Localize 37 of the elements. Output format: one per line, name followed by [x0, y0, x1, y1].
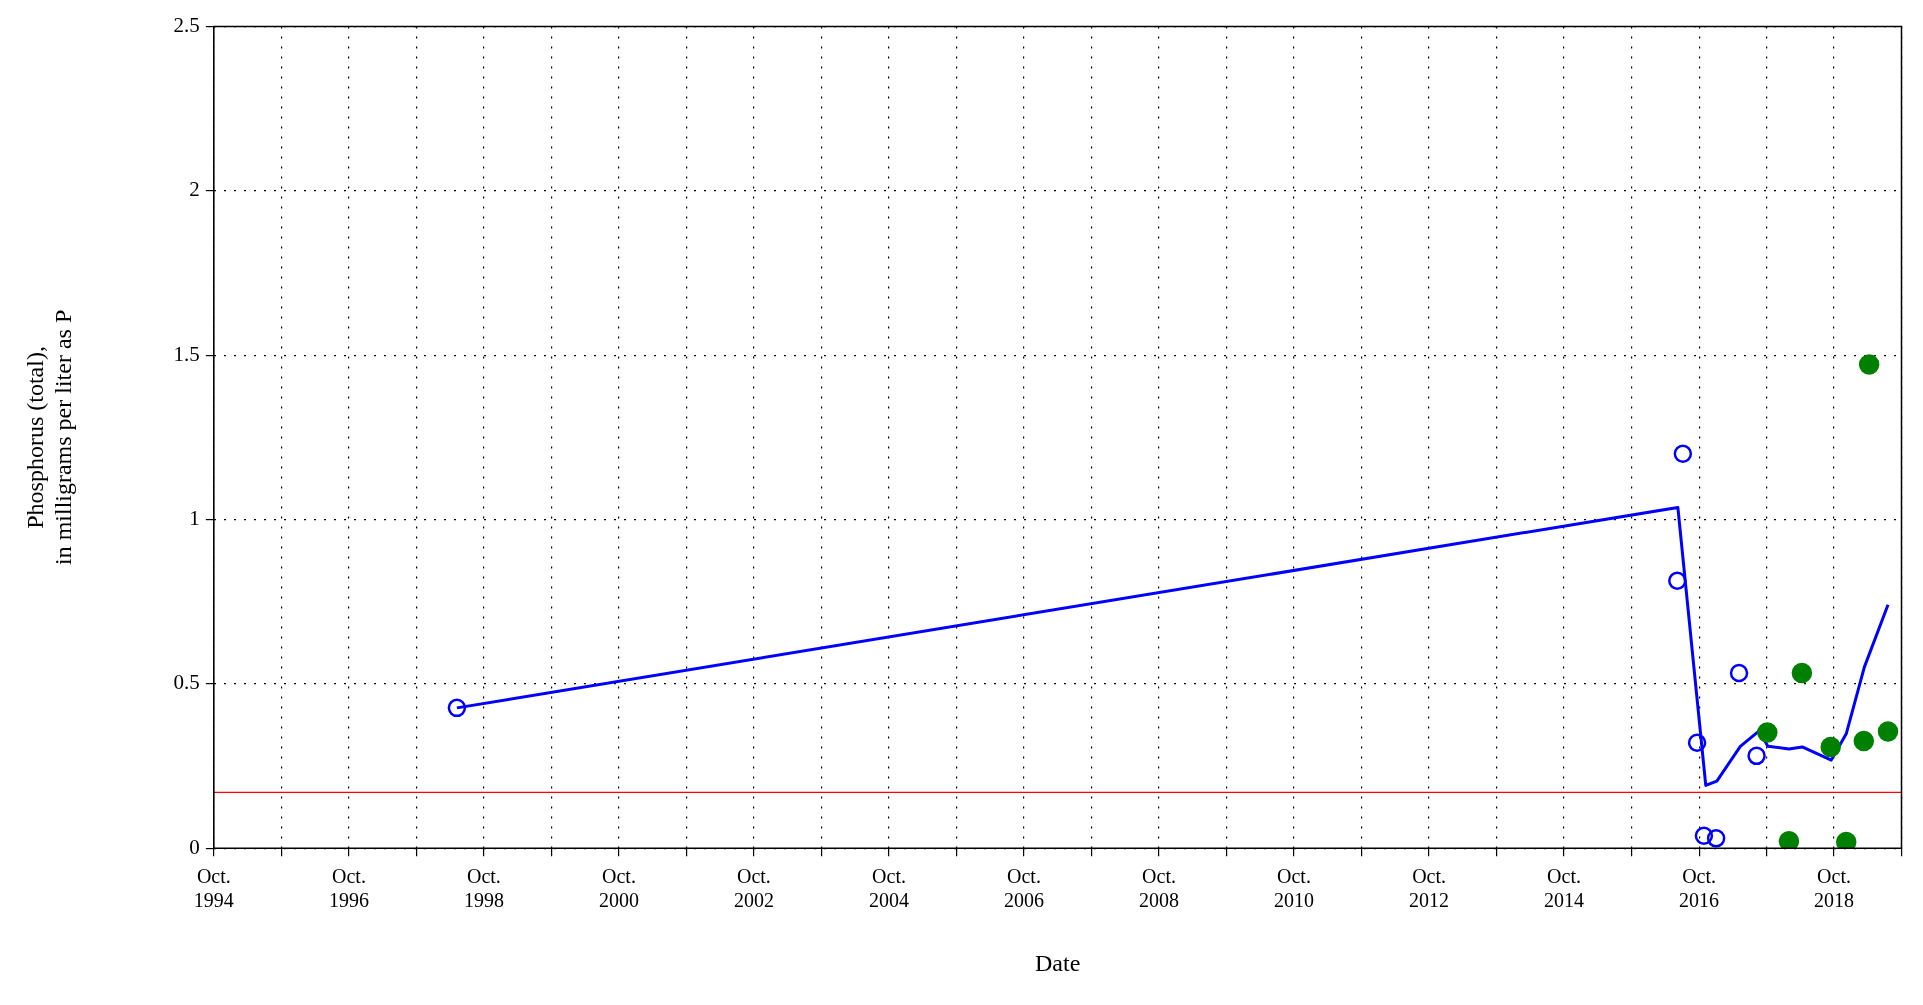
point	[1706, 829, 1726, 848]
x-tick-label: Oct. 2008	[1139, 865, 1180, 912]
x-tick-label: Oct. 2006	[1003, 865, 1044, 912]
point	[1673, 444, 1693, 464]
y-tick-label: 0.5	[173, 670, 200, 695]
x-tick-label: Oct. 2012	[1409, 865, 1450, 912]
point	[1853, 730, 1875, 752]
x-tick-label: Oct. 1996	[328, 865, 369, 912]
x-tick-label: Oct. 2016	[1679, 865, 1720, 912]
y-tick-label: 2.5	[173, 13, 200, 38]
x-tick-label: Oct. 2000	[598, 865, 639, 912]
y-tick-label: 0	[189, 834, 200, 859]
x-tick-label: Oct. 1998	[463, 865, 504, 912]
point	[1835, 831, 1857, 849]
y-tick-label: 2	[189, 177, 200, 202]
point	[1757, 722, 1778, 743]
point	[1820, 736, 1841, 758]
x-tick-label: Oct. 1994	[193, 865, 234, 912]
point	[1694, 826, 1714, 845]
point	[1687, 733, 1707, 752]
y-tick-label: 1	[189, 506, 200, 531]
point	[1668, 571, 1687, 590]
x-tick-label: Oct. 2014	[1544, 865, 1585, 912]
y-tick-label: 1.5	[173, 341, 200, 366]
x-tick-label: Oct. 2010	[1273, 865, 1314, 912]
x-tick-label: Oct. 2004	[869, 865, 910, 912]
point	[1747, 746, 1766, 766]
x-tick-label: Oct. 2018	[1814, 865, 1855, 912]
x-axis-title: Date	[1035, 949, 1081, 976]
x-tick-label: Oct. 2002	[733, 865, 774, 912]
point	[1791, 662, 1813, 684]
y-axis-title: Phosphorus (total), in milligrams per liter as P	[21, 309, 77, 566]
point	[1877, 721, 1899, 742]
point	[1778, 831, 1800, 849]
point	[1729, 663, 1749, 683]
point	[1858, 354, 1880, 375]
point	[447, 698, 467, 718]
